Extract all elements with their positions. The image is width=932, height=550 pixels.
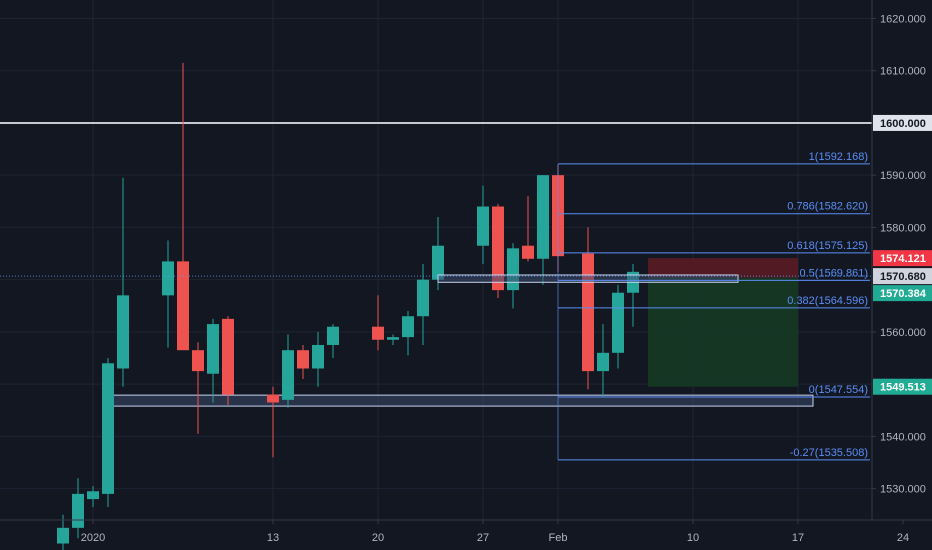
date-tick-label: 13 [267, 532, 279, 544]
date-tick-label: 27 [477, 532, 489, 544]
date-tick-label: 2020 [81, 532, 105, 544]
candle-body [72, 493, 84, 528]
drawing-overlays: 1(1592.168) 0.786(1582.620) 0.618(1575.125… [0, 151, 872, 461]
candle-body [102, 363, 114, 494]
candle-body [327, 326, 339, 345]
candle-body [507, 248, 519, 291]
drawing-zones [0, 121, 872, 407]
candle-body [57, 527, 69, 544]
date-tick-label: 10 [687, 532, 699, 544]
price-tick-label: 1590.000 [880, 170, 926, 182]
price-tick-label: 1540.000 [880, 431, 926, 443]
fib-level-label: 0.618(1575.125) [787, 240, 868, 252]
candle-body [402, 316, 414, 338]
candle-body [297, 350, 309, 369]
candle-body [177, 261, 189, 351]
candle-body [267, 394, 279, 403]
candle-body [597, 352, 609, 372]
fib-level-label: 0.5(1569.861) [800, 267, 869, 279]
price-tick-label: 1620.000 [880, 13, 926, 25]
fib-level-label: -0.27(1535.508) [790, 447, 868, 459]
fib-level-label: 0(1547.554) [809, 384, 868, 396]
candle-body [582, 253, 594, 372]
candle-body [162, 261, 174, 296]
stop-loss-zone [648, 258, 798, 278]
candle-body [522, 245, 534, 259]
date-tick-label: Feb [549, 532, 568, 544]
price-badge [873, 250, 932, 267]
price-badge [873, 378, 932, 395]
price-tick-label: 1610.000 [880, 66, 926, 78]
fib-level-label: 1(1592.168) [809, 151, 868, 163]
candle-body [312, 344, 324, 369]
candle-body [492, 206, 504, 291]
candle-body [432, 245, 444, 280]
take-profit-zone [648, 277, 798, 387]
candle-body [207, 324, 219, 374]
candle-body [87, 491, 99, 500]
price-badges: 1600.000 1574.121 1570.680 1570.384 1549.513 [873, 114, 932, 395]
price-badge [873, 268, 932, 285]
price-badge-label: 1570.384 [880, 288, 927, 300]
candle-body [282, 350, 294, 400]
candle-body [117, 295, 129, 369]
candle-body [372, 326, 384, 340]
price-tick-label: 1530.000 [880, 484, 926, 496]
date-tick-label: 17 [792, 532, 804, 544]
candle-body [612, 292, 624, 353]
resistance-zone [437, 274, 739, 283]
candle-body [387, 337, 399, 340]
horizontal-level-badge-label: 1600.000 [880, 118, 926, 130]
fib-level-label: 0.786(1582.620) [787, 201, 868, 213]
price-badge-label: 1574.121 [880, 253, 926, 265]
price-tick-label: 1580.000 [880, 222, 926, 234]
price-badge-label: 1549.513 [880, 382, 926, 394]
horizontal-level-badge [873, 114, 932, 131]
fib-level-label: 0.382(1564.596) [787, 295, 868, 307]
price-tick-label: 1560.000 [880, 327, 926, 339]
time-axis: 2020 13 20 27 Feb 10 17 24 [81, 520, 909, 544]
date-tick-label: 20 [372, 532, 384, 544]
date-tick-label: 24 [897, 532, 909, 544]
candle-body [192, 350, 204, 372]
candle-body [537, 175, 549, 259]
candle-body [222, 318, 234, 395]
price-badge-label: 1570.680 [880, 271, 926, 283]
candle-body [477, 206, 489, 246]
price-badge [873, 285, 932, 302]
candle-body [417, 279, 429, 317]
